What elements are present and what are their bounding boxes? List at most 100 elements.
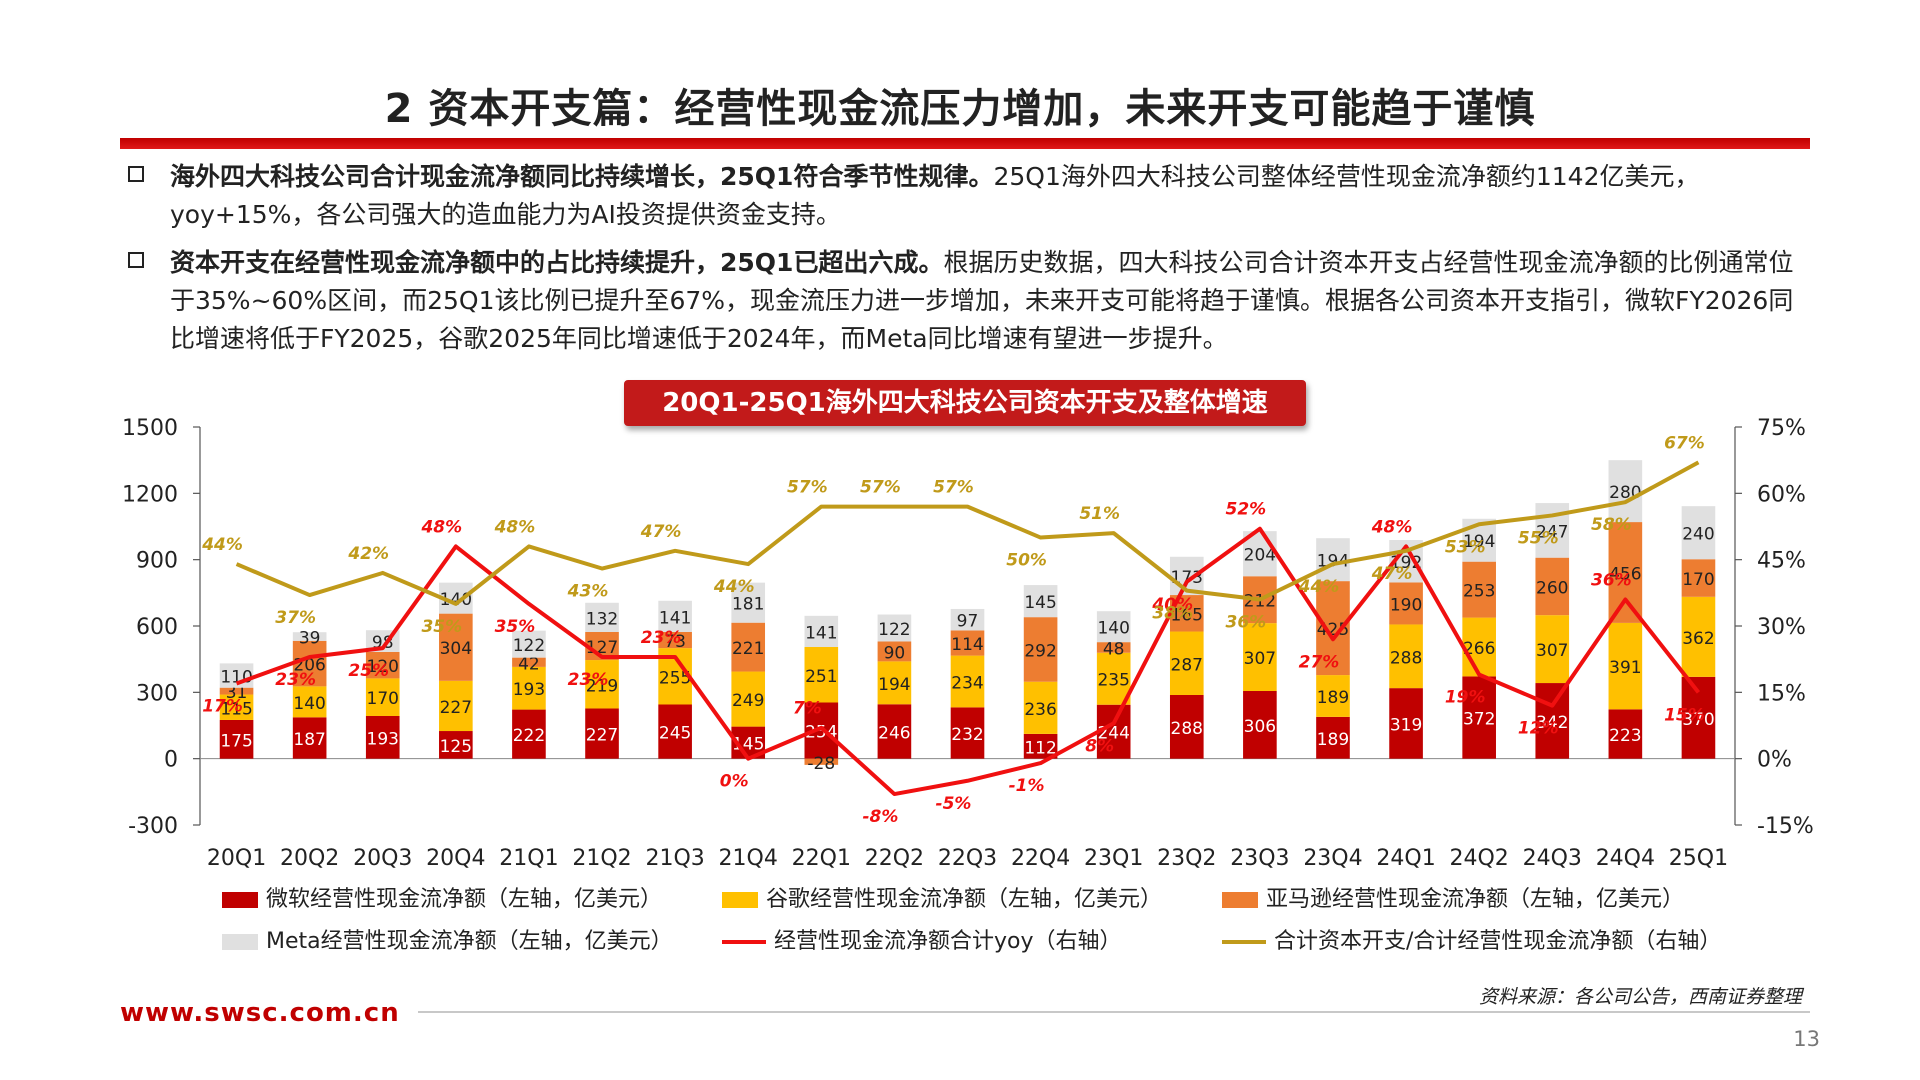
bar-value-label: 140 <box>293 694 325 714</box>
right-tick-label: 0% <box>1757 748 1792 773</box>
bar-segment <box>1096 642 1131 653</box>
bar-segment <box>1243 691 1277 759</box>
bar-value-label: 141 <box>805 623 837 643</box>
bar-segment <box>512 709 546 759</box>
bar-value-label: 251 <box>805 667 837 687</box>
bar-segment <box>1389 624 1423 689</box>
bar-value-label: 246 <box>878 723 910 743</box>
bar-segment <box>1169 694 1204 759</box>
bar-segment <box>877 641 912 662</box>
checkbox-icon <box>128 166 144 182</box>
bar-segment <box>1169 631 1204 695</box>
line-data-label: 57% <box>860 478 901 498</box>
bar-value-label: 362 <box>1682 629 1714 649</box>
bar-value-label: 189 <box>1317 730 1349 750</box>
x-tick-label: 25Q1 <box>1669 846 1728 871</box>
bar-segment <box>1608 622 1643 710</box>
line-data-label: 23% <box>568 670 609 690</box>
bar-segment <box>1535 557 1570 616</box>
bar-segment <box>439 680 473 732</box>
bar-segment <box>1462 617 1496 677</box>
bar-value-label: 140 <box>1097 619 1129 639</box>
x-tick-label: 24Q3 <box>1523 846 1582 871</box>
legend-label: Meta经营性现金流净额（左轴，亿美元） <box>266 929 673 954</box>
footer-url[interactable]: www.swsc.com.cn <box>120 998 400 1028</box>
bar-value-label: 391 <box>1609 658 1641 678</box>
x-tick-label: 20Q4 <box>426 846 485 871</box>
bar-segment <box>950 630 985 656</box>
line-data-label: -8% <box>862 807 898 827</box>
bar-segment <box>1681 559 1716 597</box>
x-tick-label: 21Q2 <box>572 846 631 871</box>
bar-value-label: 190 <box>1390 595 1422 615</box>
bar-value-label: 181 <box>732 595 764 615</box>
bar-value-label: 307 <box>1536 641 1568 661</box>
bar-segment <box>219 663 254 688</box>
bar-segment <box>877 661 912 705</box>
legend-item-amazon: 亚马逊经营性现金流净额（左轴，亿美元） <box>1222 882 1684 918</box>
line-data-label: -1% <box>1009 776 1045 796</box>
bar-value-label: 260 <box>1536 578 1568 598</box>
bar-value-label: 342 <box>1536 713 1568 733</box>
line-data-label: 36% <box>1591 570 1632 590</box>
bar-segment <box>658 631 692 649</box>
line-data-label: 38% <box>1152 604 1193 624</box>
bar-segment <box>365 715 400 759</box>
bullet-bold-text: 资本开支在经营性现金流净额中的占比持续提升，25Q1已超出六成。 <box>170 248 944 277</box>
bar-value-label: 219 <box>586 676 618 696</box>
line-data-label: 36% <box>1226 612 1267 632</box>
x-tick-label: 23Q1 <box>1084 846 1143 871</box>
x-tick-label: 20Q3 <box>353 846 412 871</box>
bar-value-label: 266 <box>1463 639 1495 659</box>
bar-value-label: 125 <box>440 737 472 757</box>
line-data-label: 67% <box>1664 433 1705 453</box>
line-data-label: 27% <box>1299 652 1340 672</box>
line-data-label: -5% <box>936 794 972 814</box>
left-tick-label: 600 <box>136 615 178 640</box>
bar-value-label: 372 <box>1463 710 1495 730</box>
x-tick-label: 20Q1 <box>207 846 266 871</box>
bar-value-label: 304 <box>440 639 472 659</box>
right-tick-label: -15% <box>1757 814 1814 839</box>
bar-value-label: 292 <box>1024 641 1056 661</box>
bar-segment <box>439 613 473 681</box>
x-tick-label: 24Q2 <box>1450 846 1509 871</box>
bar-segment <box>1316 716 1350 759</box>
bar-segment <box>804 758 839 765</box>
bar-value-label: 204 <box>1244 546 1276 566</box>
bar-segment <box>1023 585 1058 618</box>
bar-value-label: 235 <box>1097 671 1129 691</box>
capex-ratio-line <box>235 460 1700 606</box>
x-tick-label: 20Q2 <box>280 846 339 871</box>
chart-canvas: -300 0 300 600 900 1200 1500 -15% 0% 15% 30% 45% 60%… <box>122 416 1814 871</box>
x-tick-label: 22Q1 <box>792 846 851 871</box>
x-tick-label: 22Q4 <box>1011 846 1070 871</box>
line-data-label: 40% <box>1151 595 1193 615</box>
bar-value-label: 287 <box>1171 655 1203 675</box>
bar-value-label: 288 <box>1171 719 1203 739</box>
line-data-label: 44% <box>713 577 755 597</box>
bar-value-label: 223 <box>1609 726 1641 746</box>
x-tick-label: 24Q4 <box>1596 846 1655 871</box>
bar-value-label: 170 <box>367 689 399 709</box>
right-tick-label: 45% <box>1757 549 1806 574</box>
title-underline <box>120 138 1810 149</box>
bar-segment <box>1389 688 1423 759</box>
bullet-item: 资本开支在经营性现金流净额中的占比持续提升，25Q1已超出六成。根据历史数据，四… <box>128 244 1808 358</box>
right-tick-label: 30% <box>1757 615 1806 640</box>
line-data-label: 15% <box>1664 705 1705 725</box>
x-tick-label: 23Q4 <box>1303 846 1362 871</box>
footer-divider <box>418 1011 1810 1013</box>
bar-value-label: 175 <box>220 731 252 751</box>
bar-value-label: 114 <box>951 635 983 655</box>
bar-segment <box>658 600 692 632</box>
bar-value-label: 245 <box>659 724 691 744</box>
bar-segment <box>1535 683 1570 759</box>
line-data-label: 19% <box>1445 688 1486 708</box>
bar-segment <box>1535 615 1570 684</box>
legend-swatch <box>222 892 258 908</box>
bar-value-label: 255 <box>659 668 691 688</box>
bar-value-label: 48 <box>1103 639 1125 659</box>
line-data-label: 50% <box>1006 551 1047 571</box>
bar-segment <box>292 640 327 687</box>
